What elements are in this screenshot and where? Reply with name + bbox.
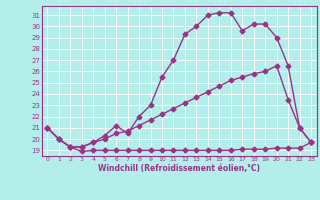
X-axis label: Windchill (Refroidissement éolien,°C): Windchill (Refroidissement éolien,°C) <box>98 164 260 173</box>
